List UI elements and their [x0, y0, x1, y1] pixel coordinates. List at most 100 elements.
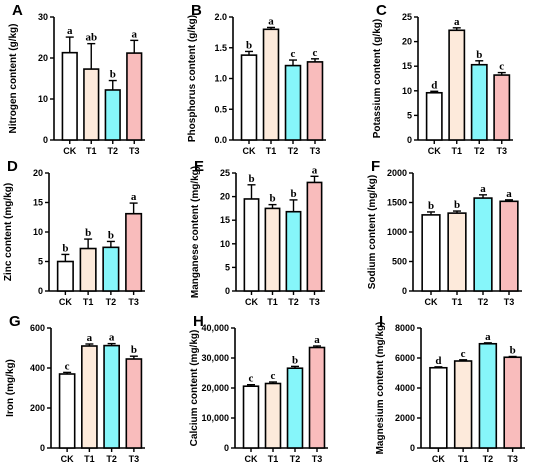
y-tick-label: 1500 [387, 198, 407, 208]
y-tick-label: 2000 [395, 413, 415, 423]
y-tick-label: 20 [220, 192, 230, 202]
y-tick-label: 0.0 [214, 135, 227, 145]
x-tick-label: T3 [128, 297, 139, 307]
bar-t2 [473, 197, 493, 292]
y-tick-label: 1.5 [214, 43, 227, 53]
x-tick-label: CK [428, 146, 441, 156]
y-tick-label: 30 [38, 12, 48, 22]
x-tick-label: T2 [288, 146, 299, 156]
significance-label: d [431, 79, 437, 91]
bar-t1 [447, 212, 467, 292]
y-tick-label: 8000 [395, 323, 415, 333]
significance-label: b [110, 69, 116, 81]
panel-letter: D [7, 158, 18, 175]
x-tick-label: T3 [312, 454, 323, 464]
significance-label: b [85, 227, 91, 239]
y-axis-title: Potassium content (g/kg) [372, 19, 383, 138]
x-tick-label: CK [245, 454, 258, 464]
bar-t3 [125, 212, 143, 292]
y-tick-label: 0 [225, 286, 230, 296]
y-tick-label: 15 [402, 61, 412, 71]
x-tick-label: T1 [84, 454, 95, 464]
y-tick-label: 10 [38, 94, 48, 104]
panel-letter: B [191, 2, 202, 19]
bar-ck [61, 51, 78, 141]
significance-label: b [454, 199, 460, 211]
bar-t1 [448, 29, 466, 141]
y-tick-label: 0 [43, 135, 48, 145]
x-tick-label: T2 [106, 454, 117, 464]
x-tick-label: T3 [496, 146, 507, 156]
x-tick-label: T1 [83, 297, 94, 307]
y-axis-title: Iron (mg/kg) [5, 359, 16, 417]
bar-t1 [262, 28, 280, 141]
significance-label: b [62, 242, 68, 254]
y-tick-label: 4000 [395, 383, 415, 393]
x-tick-label: T1 [451, 146, 462, 156]
significance-label: c [271, 370, 276, 382]
bar-ck [243, 198, 260, 292]
y-tick-label: 20 [33, 168, 43, 178]
bar-ck [240, 54, 258, 141]
significance-label: b [290, 188, 296, 200]
significance-label: a [67, 25, 73, 37]
x-tick-label: CK [245, 297, 258, 307]
y-tick-label: 10 [220, 239, 230, 249]
bar-t3 [503, 356, 522, 449]
y-tick-label: 25 [220, 168, 230, 178]
significance-label: b [246, 39, 252, 51]
y-tick-label: 0 [40, 443, 45, 453]
x-tick-label: T1 [267, 297, 278, 307]
significance-label: c [499, 61, 504, 73]
x-tick-label: T2 [107, 146, 118, 156]
y-tick-label: 20 [38, 53, 48, 63]
bar-t2 [284, 64, 302, 141]
bar-t3 [499, 200, 519, 292]
y-tick-label: 5 [225, 262, 230, 272]
x-tick-label: T2 [474, 146, 485, 156]
y-tick-label: 10 [402, 86, 412, 96]
significance-label: ab [85, 32, 97, 44]
x-tick-label: T3 [504, 297, 515, 307]
y-tick-label: 30,000 [201, 353, 229, 363]
bar-t2 [103, 344, 120, 449]
y-tick-label: 10,000 [201, 413, 229, 423]
y-axis-title: Magnesium content (mg/kg) [375, 322, 386, 455]
panel-zinc: D Zinc content (mg/kg) 0 5 10 15 20 b CK b T1 b T2 a T… [3, 158, 145, 307]
significance-label: b [131, 344, 137, 356]
y-tick-label: 400 [30, 363, 45, 373]
significance-label: b [428, 200, 434, 212]
panel-letter: H [193, 313, 204, 330]
bar-ck [425, 91, 443, 141]
bar-t1 [264, 382, 282, 449]
x-tick-label: T1 [266, 146, 277, 156]
significance-label: b [269, 193, 275, 205]
y-tick-label: 200 [30, 403, 45, 413]
bar-t1 [81, 345, 98, 449]
x-tick-label: CK [432, 454, 445, 464]
y-axis-title: Manganese content (mg/kg) [190, 166, 201, 298]
significance-label: a [312, 164, 318, 176]
bar-t1 [453, 360, 473, 449]
significance-label: a [314, 334, 320, 346]
y-tick-label: 5 [407, 110, 412, 120]
bar-t3 [306, 181, 323, 292]
x-tick-label: T1 [458, 454, 469, 464]
x-tick-label: T2 [106, 297, 117, 307]
x-tick-label: CK [63, 146, 76, 156]
x-tick-label: CK [425, 297, 438, 307]
x-tick-label: T2 [290, 454, 301, 464]
significance-label: c [291, 48, 296, 60]
significance-label: a [132, 28, 138, 40]
significance-label: c [461, 348, 466, 360]
bar-ck [242, 385, 260, 449]
y-tick-label: 20,000 [201, 383, 229, 393]
significance-label: a [268, 15, 274, 27]
bar-t2 [285, 210, 302, 292]
x-tick-label: T1 [452, 297, 463, 307]
y-axis-title: Calcium content (mg/kg) [189, 330, 200, 447]
panel-letter: E [194, 158, 204, 175]
